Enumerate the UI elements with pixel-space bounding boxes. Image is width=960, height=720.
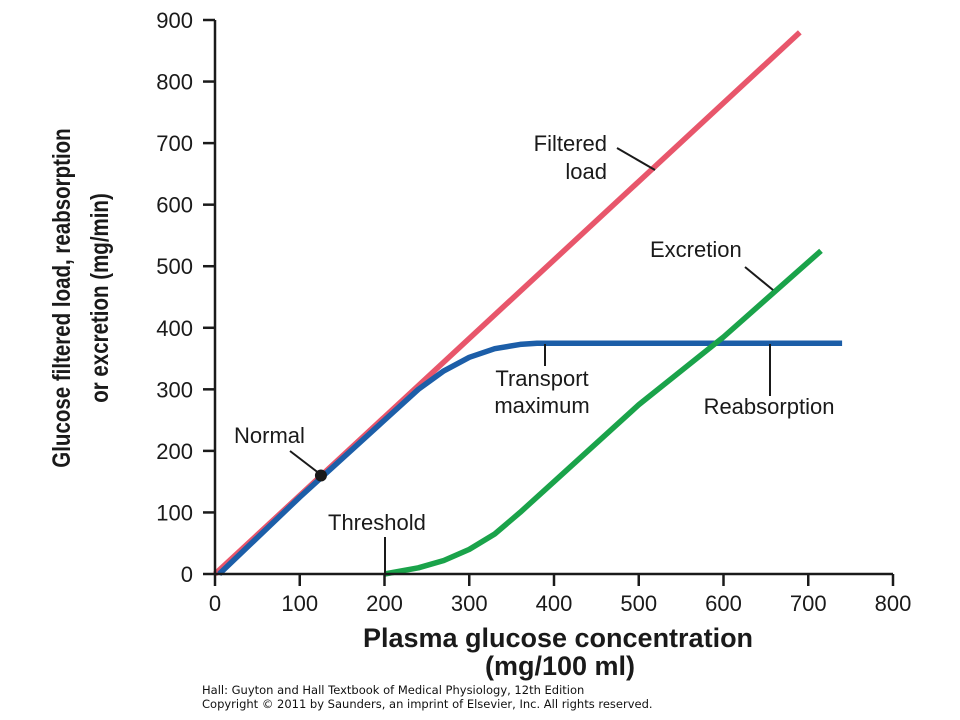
x-tick-label: 0 [209, 591, 221, 616]
x-tick-label: 700 [790, 591, 827, 616]
x-tick-label: 300 [451, 591, 488, 616]
normal-leader [289, 450, 321, 475]
y-tick-label: 500 [156, 254, 193, 279]
y-tick-label: 100 [156, 500, 193, 525]
y-tick-label: 800 [156, 70, 193, 95]
x-tick-label: 500 [620, 591, 657, 616]
x-tick-label: 100 [281, 591, 318, 616]
excretion-leader [744, 266, 774, 291]
y-tick-label: 600 [156, 193, 193, 218]
transport-maximum-label-line2: maximum [494, 393, 589, 418]
marker-layer [314, 469, 327, 482]
transport-maximum-label-line1: Transport [495, 366, 588, 391]
y-tick-label: 700 [156, 131, 193, 156]
excretion-label: Excretion [650, 237, 742, 262]
excretion-line [384, 248, 823, 577]
y-axis-title-line2: or excretion (mg/min) [85, 193, 113, 403]
filtered-load-leader [616, 147, 656, 171]
annotation-leaders [289, 147, 774, 574]
x-axis: 0 100 200 300 400 500 600 700 800 [209, 572, 912, 616]
credit-line-2: Copyright © 2011 by Saunders, an imprint… [202, 697, 653, 711]
credit-line-1: Hall: Guyton and Hall Textbook of Medica… [202, 683, 585, 697]
x-axis-title: Plasma glucose concentration [363, 623, 753, 653]
x-tick-label: 600 [705, 591, 742, 616]
x-axis-unit: (mg/100 ml) [485, 651, 635, 681]
filtered-load-label-line1: Filtered [534, 131, 607, 156]
y-tick-label: 200 [156, 439, 193, 464]
y-tick-label: 0 [181, 562, 193, 587]
x-tick-label: 200 [366, 591, 403, 616]
x-tick-label: 800 [875, 591, 912, 616]
y-tick-label: 400 [156, 316, 193, 341]
filtered-load-label-line2: load [565, 159, 607, 184]
normal-point [314, 469, 327, 482]
threshold-label: Threshold [328, 510, 426, 535]
x-tick-label: 400 [536, 591, 573, 616]
plot-lines [213, 30, 843, 577]
reabsorption-label: Reabsorption [704, 394, 835, 419]
y-tick-label: 900 [156, 8, 193, 33]
y-axis-title-line1: Glucose filtered load, reabsorption [47, 128, 75, 467]
normal-label: Normal [234, 423, 305, 448]
reabsorption-line [217, 340, 843, 576]
y-tick-label: 300 [156, 377, 193, 402]
y-axis: 0 100 200 300 400 500 600 700 800 900 [156, 8, 217, 587]
